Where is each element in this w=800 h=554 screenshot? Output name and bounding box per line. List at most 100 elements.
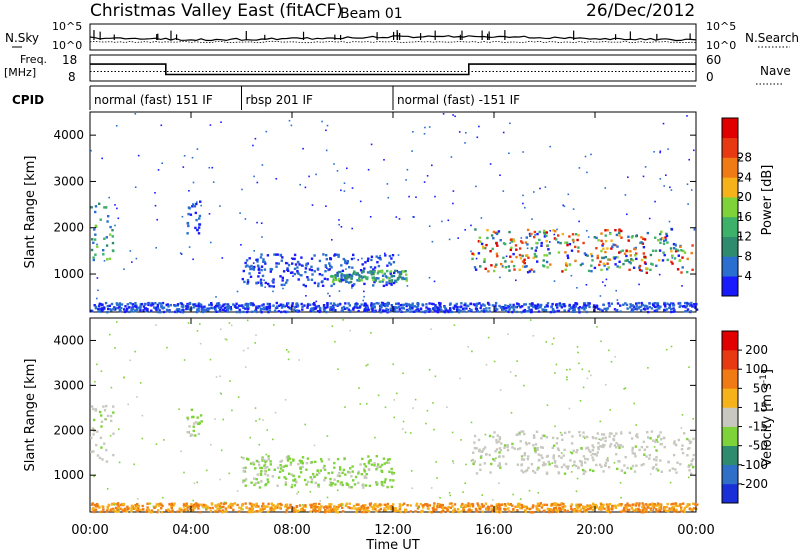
range-cell: [295, 302, 298, 305]
range-cell: [329, 257, 332, 261]
range-cell: [123, 308, 126, 311]
range-cell: [178, 507, 181, 510]
range-cell: [614, 243, 617, 247]
range-cell: [354, 507, 357, 510]
range-cell: [413, 305, 417, 308]
range-cell: [495, 252, 499, 255]
range-cell: [376, 463, 380, 466]
range-cell: [637, 307, 640, 310]
range-cell: [579, 263, 583, 267]
range-cell: [334, 510, 338, 514]
range-cell: [570, 471, 573, 473]
range-cell: [296, 304, 300, 307]
station-title: Christmas Valley East (fitACF): [90, 1, 343, 21]
range-cell: [202, 506, 205, 509]
range-cell: [485, 307, 488, 310]
range-cell: [208, 303, 211, 307]
range-cell: [333, 303, 337, 307]
range-cell: [453, 503, 457, 506]
range-cell: [471, 505, 475, 508]
range-cell: [310, 268, 314, 272]
range-cell: [499, 389, 502, 391]
range-cell: [565, 465, 568, 468]
range-cell: [679, 245, 682, 248]
range-cell: [537, 466, 540, 470]
range-cell: [490, 234, 494, 237]
range-cell: [492, 237, 495, 240]
range-cell: [114, 224, 116, 227]
range-cell: [105, 460, 109, 463]
range-cell: [249, 436, 251, 439]
range-cell: [117, 306, 121, 309]
range-cell: [155, 247, 157, 249]
range-cell: [541, 504, 545, 507]
range-cell: [602, 281, 604, 283]
range-cell: [563, 304, 566, 308]
range-cell: [627, 235, 630, 238]
range-cell: [323, 277, 327, 280]
range-cell: [578, 220, 580, 223]
range-cell: [691, 458, 695, 461]
range-cell: [260, 222, 263, 224]
range-cell: [137, 154, 140, 157]
range-cell: [461, 307, 465, 311]
range-cell: [618, 266, 621, 269]
range-cell: [119, 309, 122, 313]
range-cell: [409, 510, 413, 513]
range-cell: [479, 463, 482, 466]
range-cell: [683, 432, 686, 435]
range-cell: [504, 462, 508, 466]
range-cell: [607, 503, 610, 506]
range-cell: [412, 310, 416, 313]
range-cell: [352, 308, 355, 311]
range-cell: [114, 502, 117, 506]
range-cell: [444, 307, 447, 310]
range-cell: [508, 308, 511, 311]
range-cell: [272, 324, 275, 326]
range-cell: [343, 190, 346, 192]
range-cell: [317, 506, 321, 510]
range-cell: [150, 304, 153, 307]
range-cell: [551, 436, 555, 440]
range-cell: [572, 241, 575, 244]
range-cell: [472, 462, 475, 466]
range-cell: [455, 302, 458, 306]
range-cell: [218, 503, 222, 506]
range-cell: [666, 302, 669, 305]
range-cell: [265, 305, 268, 309]
range-cell: [432, 307, 435, 310]
range-cell: [391, 304, 393, 306]
range-cell: [637, 504, 641, 507]
range-cell: [187, 224, 190, 228]
range-cell: [590, 252, 593, 256]
range-cell: [111, 241, 115, 245]
range-cell: [101, 458, 104, 461]
range-cell: [92, 407, 95, 411]
range-cell: [424, 310, 427, 313]
range-cell: [604, 436, 607, 439]
range-cell: [556, 309, 559, 313]
range-cell: [247, 310, 249, 313]
range-cell: [116, 510, 119, 513]
range-cell: [573, 508, 576, 512]
range-cell: [615, 309, 618, 312]
range-cell: [218, 308, 222, 312]
range-cell: [112, 307, 115, 310]
range-cell: [545, 472, 549, 475]
range-cell: [554, 506, 557, 510]
range-cell: [638, 266, 641, 269]
range-cell: [174, 304, 177, 308]
range-cell: [649, 437, 652, 440]
range-cell: [181, 215, 184, 218]
range-cell: [318, 306, 322, 310]
range-cell: [296, 309, 299, 312]
range-cell: [257, 505, 260, 508]
range-cell: [639, 305, 642, 308]
range-cell: [93, 475, 95, 478]
range-cell: [270, 502, 273, 505]
range-cell: [628, 260, 631, 264]
range-cell: [332, 302, 336, 305]
range-cell: [427, 307, 430, 310]
range-cell: [325, 149, 328, 152]
range-cell: [196, 201, 198, 203]
